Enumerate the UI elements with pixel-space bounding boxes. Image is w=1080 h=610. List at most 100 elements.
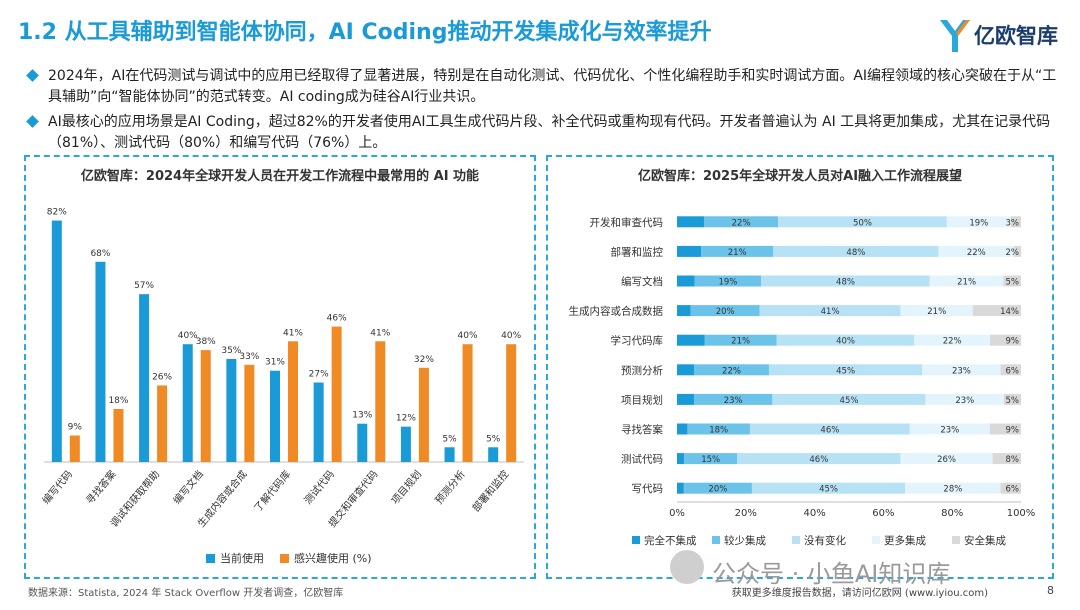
bar-value-label: 68% <box>90 249 110 259</box>
right-chart-title: 亿欧智库：2025年全球开发人员对AI融入工作流程展望 <box>637 169 963 184</box>
category-tick-label: 生成内容或合成数据 <box>569 305 664 318</box>
stacked-segment <box>694 364 769 376</box>
company-logo: 亿欧智库 <box>938 14 1058 56</box>
x-tick-label: 0% <box>669 508 685 519</box>
bar-value-label: 33% <box>239 352 259 362</box>
stacked-segment <box>694 275 762 287</box>
bar <box>313 382 324 462</box>
stacked-segment <box>929 275 1004 287</box>
stacked-segment <box>922 364 1001 376</box>
bar-value-label: 82% <box>47 208 67 218</box>
category-tick-label: 寻找答案 <box>83 468 119 507</box>
bar-value-label: 12% <box>396 414 416 424</box>
segment-value-label: 8% <box>1006 455 1020 465</box>
bar <box>462 344 473 462</box>
category-tick-label: 写代码 <box>632 483 664 495</box>
x-tick-label: 80% <box>941 508 963 519</box>
stacked-segment <box>925 393 1004 405</box>
segment-value-label: 9% <box>1006 337 1020 347</box>
segment-value-label: 46% <box>820 426 839 436</box>
segment-value-label: 20% <box>716 307 735 317</box>
legend-swatch <box>712 536 720 544</box>
legend-label: 当前使用 <box>220 551 264 565</box>
stacked-segment <box>938 245 1015 257</box>
segment-value-label: 28% <box>943 485 962 495</box>
bar <box>375 341 386 462</box>
segment-value-label: 45% <box>819 485 838 495</box>
bullet-list: 2024年，AI在代码测试与调试中的应用已经取得了显著进展，特别是在自动化测试、… <box>26 66 1058 158</box>
category-tick-label: 项目规划 <box>388 468 424 507</box>
category-tick-label: 预测分析 <box>621 364 663 377</box>
stacked-segment <box>768 364 923 376</box>
stacked-segment <box>914 334 991 346</box>
stacked-segment <box>751 482 906 494</box>
segment-value-label: 21% <box>728 248 747 258</box>
segment-value-label: 6% <box>1006 366 1020 376</box>
x-tick-label: 20% <box>735 508 757 519</box>
bar-value-label: 40% <box>178 331 198 341</box>
segment-value-label: 19% <box>969 218 988 228</box>
stacked-segment <box>749 423 910 435</box>
page-title: 1.2 从工具辅助到智能体协同，AI Coding推动开发集成化与效率提升 <box>18 20 712 45</box>
segment-value-label: 41% <box>821 307 840 317</box>
legend-swatch <box>792 536 800 544</box>
segment-value-label: 22% <box>943 337 962 347</box>
segment-value-label: 14% <box>1000 307 1019 317</box>
stacked-segment <box>1000 364 1021 376</box>
x-tick-label: 60% <box>872 508 894 519</box>
bar-value-label: 13% <box>352 411 372 421</box>
stacked-segment <box>1010 216 1021 228</box>
legend-swatch <box>280 554 289 563</box>
x-tick-label: 40% <box>803 508 825 519</box>
bar-value-label: 41% <box>283 328 303 338</box>
bar-value-label: 35% <box>221 346 241 356</box>
segment-value-label: 23% <box>724 396 743 406</box>
category-tick-label: 编写文档 <box>621 275 663 288</box>
footer-note: 获取更多维度报告数据，请访问亿欧网 (www.iyiou.com) <box>731 588 988 599</box>
stacked-segment <box>900 453 993 465</box>
bar-value-label: 31% <box>265 358 285 368</box>
bar <box>51 220 62 462</box>
legend-label: 没有变化 <box>804 534 846 547</box>
bar <box>200 350 211 462</box>
stacked-segment <box>909 423 990 435</box>
stacked-segment <box>677 393 695 405</box>
bar-value-label: 32% <box>414 355 434 365</box>
stacked-segment <box>677 453 685 465</box>
bar <box>69 435 80 462</box>
segment-value-label: 21% <box>731 337 750 347</box>
diamond-bullet-icon <box>26 69 39 82</box>
segment-value-label: 23% <box>952 366 971 376</box>
diamond-bullet-icon <box>26 115 39 128</box>
usage-bar-chart: 82%9%编写代码68%18%寻找答案57%26%调试和获取帮助40%38%编写… <box>39 208 524 565</box>
stacked-segment <box>773 245 939 257</box>
segment-value-label: 22% <box>967 248 986 258</box>
bar-value-label: 57% <box>134 281 154 291</box>
bar <box>331 326 342 462</box>
category-tick-label: 开发和审查代码 <box>590 216 664 229</box>
bullet-item-1: 2024年，AI在代码测试与调试中的应用已经取得了显著进展，特别是在自动化测试、… <box>26 66 1058 108</box>
watermark-text: 公众号 · 小鱼AI知识库 <box>712 560 951 588</box>
stacked-segment <box>677 334 705 346</box>
stacked-segment <box>683 482 752 494</box>
segment-value-label: 21% <box>927 307 946 317</box>
left-chart-panel: 亿欧智库：2024年全球开发人员在开发工作流程中最常用的 AI 功能 82% 9%… <box>24 155 536 579</box>
segment-value-label: 18% <box>709 426 728 436</box>
stacked-segment <box>778 216 947 228</box>
bar <box>157 385 168 462</box>
stacked-segment <box>703 216 779 228</box>
legend-swatch <box>872 536 880 544</box>
stacked-segment <box>900 305 973 317</box>
stacked-segment <box>761 275 930 287</box>
category-tick-label: 预测分析 <box>432 468 468 507</box>
bar-value-label: 26% <box>152 372 172 382</box>
segment-value-label: 20% <box>708 485 727 495</box>
bullet-item-2: AI最核心的应用场景是AI Coding，超过82%的开发者使用AI工具生成代码… <box>26 112 1058 154</box>
bullet-text-2: AI最核心的应用场景是AI Coding，超过82%的开发者使用AI工具生成代码… <box>48 114 1051 151</box>
bar <box>506 344 517 462</box>
bar <box>444 447 455 462</box>
segment-value-label: 6% <box>1006 485 1020 495</box>
stacked-segment <box>690 305 760 317</box>
stacked-segment <box>990 334 1021 346</box>
stacked-segment <box>677 216 704 228</box>
